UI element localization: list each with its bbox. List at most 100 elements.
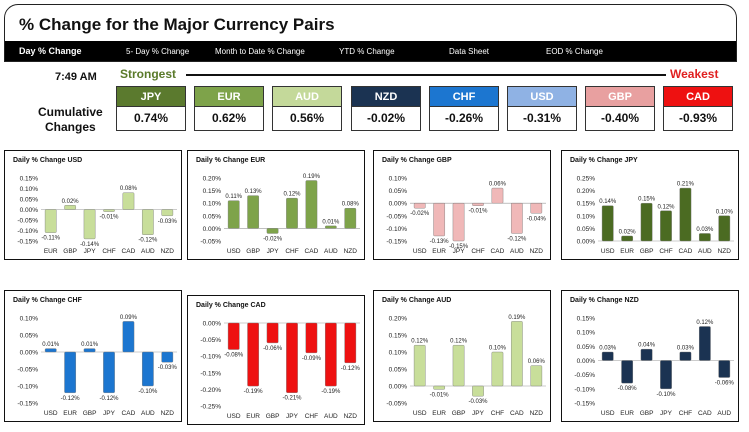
currency-value: 0.74% (116, 107, 186, 131)
data-label: 0.11% (225, 194, 242, 200)
chart-title: Daily % Change CHF (13, 297, 82, 304)
bar-aud (699, 233, 711, 242)
currency-value: 0.56% (272, 107, 342, 131)
bar-chf (472, 203, 484, 206)
y-tick-label: -0.10% (574, 386, 595, 393)
bar-chart-svg: 0.20% 0.15% 0.10% 0.05% 0.00% -0.05% 0.12% USD -… (386, 315, 546, 417)
category-label: EUR (620, 410, 634, 417)
currency-box-usd: USD -0.31% (507, 86, 577, 131)
y-tick-label: -0.20% (200, 387, 221, 394)
currency-value: -0.02% (351, 107, 421, 131)
data-label: 0.08% (342, 202, 360, 208)
category-label: EUR (44, 248, 58, 255)
chart-title: Daily % Change NZD (570, 297, 639, 304)
tab-ytd-change[interactable]: YTD % Change (339, 47, 395, 56)
y-tick-label: 0.00% (577, 239, 596, 246)
bar-chart-svg: 0.10% 0.05% 0.00% -0.05% -0.10% -0.15% -0.02% U… (386, 176, 546, 256)
y-tick-label: 0.10% (577, 213, 596, 220)
y-tick-label: 0.10% (203, 201, 222, 208)
bar-usd (227, 322, 240, 350)
category-label: CAD (510, 410, 524, 417)
category-label: EUR (620, 248, 634, 255)
category-label: CAD (698, 410, 712, 417)
y-tick-label: 0.10% (389, 176, 408, 183)
currency-box-cad: CAD -0.93% (663, 86, 733, 131)
cumulative-changes-label: Cumulative Changes (38, 105, 103, 135)
bar-nzd (344, 322, 357, 364)
bar-usd (227, 200, 240, 229)
currency-value: -0.31% (507, 107, 577, 131)
currency-code: CAD (663, 86, 733, 107)
data-label: -0.06% (263, 346, 283, 352)
bar-eur (433, 203, 445, 237)
y-tick-label: 0.15% (203, 188, 222, 195)
category-label: CAD (305, 248, 319, 255)
category-label: EUR (432, 410, 446, 417)
y-tick-label: -0.05% (386, 401, 407, 408)
data-label: -0.03% (468, 399, 488, 405)
y-tick-label: -0.05% (386, 213, 407, 220)
cumulative-label-line2: Changes (45, 120, 96, 134)
currency-code: JPY (116, 86, 186, 107)
tab-5-day-change[interactable]: 5- Day % Change (126, 47, 190, 56)
y-tick-label: 0.05% (20, 197, 39, 204)
bar-usd (44, 348, 57, 353)
bar-jpy (83, 209, 96, 240)
data-label: -0.06% (715, 381, 735, 387)
tab-month-to-date-change[interactable]: Month to Date % Change (215, 47, 305, 56)
currency-code: AUD (272, 86, 342, 107)
data-label: -0.12% (138, 238, 158, 244)
currency-code: GBP (585, 86, 655, 107)
bar-nzd (530, 203, 543, 214)
tab-day-change[interactable]: Day % Change (19, 46, 82, 56)
bar-aud (325, 225, 337, 229)
bar-jpy (660, 360, 672, 390)
data-label: -0.09% (302, 356, 322, 362)
category-label: USD (601, 248, 615, 255)
chart-nzd: Daily % Change NZD 0.15% 0.10% 0.05% 0.00% -0… (561, 290, 739, 422)
y-tick-label: 0.15% (389, 333, 408, 340)
bar-cad (491, 187, 504, 204)
y-tick-label: -0.10% (17, 228, 38, 235)
y-tick-label: 0.10% (389, 350, 408, 357)
category-label: USD (413, 248, 427, 255)
data-label: -0.03% (158, 365, 178, 371)
bar-eur (621, 235, 633, 242)
data-label: -0.02% (410, 211, 430, 217)
data-label: 0.08% (120, 186, 138, 192)
category-label: AUD (141, 410, 155, 417)
category-label: CAD (679, 248, 693, 255)
cumulative-label-line1: Cumulative (38, 105, 103, 119)
tab-data-sheet[interactable]: Data Sheet (449, 47, 490, 56)
data-label: 0.03% (599, 346, 617, 352)
category-label: AUD (324, 248, 338, 255)
category-label: CHF (305, 413, 318, 420)
chart-chf: Daily % Change CHF 0.10% 0.05% 0.00% -0.05% -… (4, 290, 182, 422)
chart-usd: Daily % Change USD 0.15% 0.10% 0.05% 0.00% -0… (4, 150, 182, 260)
y-tick-label: 0.15% (577, 316, 596, 323)
category-label: CHF (491, 410, 504, 417)
y-tick-label: 0.00% (389, 201, 408, 208)
bar-usd (601, 205, 614, 242)
category-label: EUR (432, 248, 446, 255)
bar-usd (413, 203, 426, 209)
y-tick-label: 0.00% (389, 384, 408, 391)
data-label: 0.04% (638, 343, 656, 349)
currency-value: -0.93% (663, 107, 733, 131)
data-label: -0.21% (282, 396, 302, 402)
category-label: NZD (344, 248, 358, 255)
bar-gbp (64, 205, 76, 210)
category-label: NZD (161, 248, 175, 255)
tab-eod-change[interactable]: EOD % Change (546, 47, 603, 56)
category-label: CHF (659, 248, 672, 255)
category-label: EUR (246, 413, 260, 420)
y-tick-label: -0.05% (574, 372, 595, 379)
category-label: CHF (679, 410, 692, 417)
y-tick-label: -0.05% (17, 367, 38, 374)
bar-aud (325, 322, 337, 387)
bar-chf (660, 210, 672, 242)
bar-aud (511, 203, 523, 234)
y-tick-label: 0.00% (20, 207, 39, 214)
page-title: % Change for the Major Currency Pairs (19, 15, 335, 34)
data-label: 0.12% (411, 339, 429, 345)
